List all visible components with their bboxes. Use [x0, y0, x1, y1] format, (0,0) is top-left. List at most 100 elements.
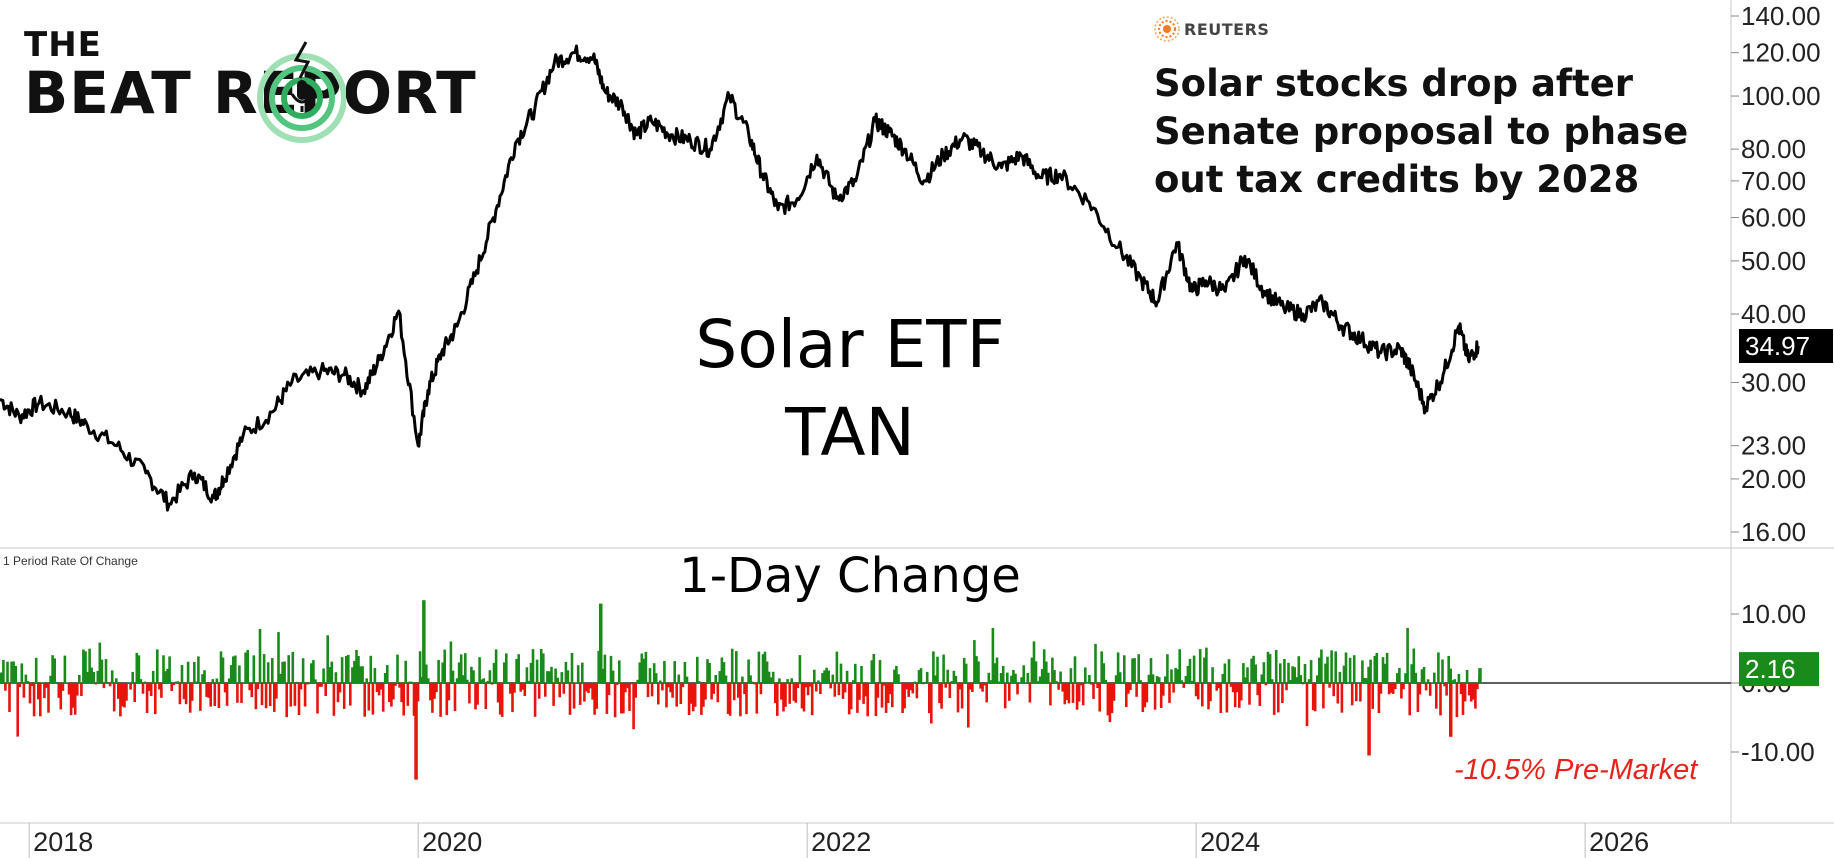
roc-bar [934, 675, 937, 683]
roc-bar [810, 683, 814, 716]
roc-bar [76, 683, 79, 696]
roc-bar [273, 683, 276, 712]
roc-bar [1252, 655, 1255, 683]
roc-bar [671, 683, 674, 698]
roc-bar [293, 683, 297, 706]
roc-bar [1217, 683, 1220, 689]
roc-bar [1086, 683, 1089, 684]
headline: Solar stocks drop after Senate proposal … [1154, 62, 1689, 201]
roc-bar [835, 651, 839, 683]
roc-bar [182, 683, 186, 700]
roc-bar [1229, 683, 1233, 687]
roc-bar [1008, 683, 1011, 701]
roc-bar [357, 656, 360, 683]
roc-bar [84, 651, 87, 683]
microphone-rings-icon [257, 41, 346, 143]
roc-bar [1178, 649, 1181, 683]
roc-bar [1322, 683, 1325, 709]
roc-bar [143, 681, 147, 683]
roc-bar [1408, 683, 1411, 716]
roc-bar [821, 673, 824, 683]
roc-bar [359, 666, 362, 683]
roc-bar [347, 654, 350, 683]
roc-bar [1318, 657, 1321, 683]
roc-bar [63, 655, 67, 683]
y-tick-label: 40.00 [1741, 299, 1806, 329]
roc-bar [720, 657, 724, 683]
roc-bar [1186, 665, 1190, 683]
roc-bar [911, 683, 915, 694]
roc-bar [1040, 669, 1044, 683]
roc-bar [1137, 654, 1140, 683]
roc-bar [1441, 659, 1444, 683]
roc-bar [1359, 683, 1362, 702]
roc-bar [576, 665, 580, 683]
x-tick-label: 2026 [1589, 827, 1649, 857]
roc-bar [774, 683, 777, 704]
roc-bar [375, 683, 379, 692]
roc-bar [1092, 683, 1095, 699]
roc-bar [1042, 649, 1046, 683]
roc-bar [841, 683, 845, 699]
roc-bar [1010, 675, 1013, 683]
x-tick-label: 2018 [33, 827, 93, 857]
roc-bar [700, 683, 703, 715]
roc-bar [149, 683, 153, 696]
roc-bar [673, 661, 676, 683]
roc-bar [1311, 683, 1315, 711]
roc-bar [1472, 683, 1475, 700]
roc-bar [275, 683, 278, 699]
roc-bar [971, 683, 974, 692]
roc-bar [1340, 683, 1344, 713]
roc-bar [548, 671, 551, 683]
roc-bar [1219, 683, 1223, 713]
roc-bar [1467, 683, 1471, 696]
roc-bar [1260, 674, 1264, 683]
roc-bar [663, 661, 666, 683]
roc-bar [336, 683, 340, 703]
roc-bar [786, 679, 789, 683]
roc-bar [1465, 670, 1469, 683]
roc-bar [505, 653, 508, 683]
roc-bar [437, 660, 440, 683]
roc-bar [603, 654, 607, 683]
roc-bar [457, 662, 461, 683]
roc-bar [377, 683, 381, 696]
roc-bar [626, 683, 629, 689]
roc-bar [1143, 683, 1147, 708]
roc-bar [696, 656, 699, 683]
roc-bar [1272, 683, 1276, 715]
roc-bar [264, 683, 268, 709]
roc-bar [1053, 670, 1056, 683]
roc-bar [1334, 651, 1337, 683]
roc-bar [833, 683, 837, 697]
roc-bar [1153, 683, 1157, 710]
roc-bar [445, 683, 449, 716]
roc-bar [232, 656, 235, 683]
roc-bar [1104, 679, 1108, 683]
roc-bar [135, 652, 139, 683]
roc-bar [1357, 682, 1360, 683]
roc-bar [470, 666, 473, 683]
roc-bar [991, 628, 995, 683]
roc-bar [361, 666, 364, 683]
roc-bar [1020, 677, 1023, 683]
roc-bar [73, 683, 77, 715]
roc-bar [726, 683, 730, 714]
roc-bar [1412, 648, 1416, 683]
roc-bar [657, 683, 660, 705]
roc-bar [691, 683, 695, 712]
roc-bar [923, 681, 927, 683]
roc-bar [123, 683, 126, 708]
roc-bar [238, 665, 241, 683]
roc-bar [193, 661, 196, 683]
roc-bar [494, 649, 498, 683]
last-price-badge [1739, 328, 1833, 363]
roc-bar [1100, 651, 1103, 683]
roc-bar [722, 662, 726, 683]
roc-bar [1141, 683, 1145, 712]
roc-bar [310, 663, 313, 683]
roc-bar [698, 681, 701, 683]
roc-spike-bar [599, 603, 603, 683]
roc-bar [985, 683, 988, 703]
